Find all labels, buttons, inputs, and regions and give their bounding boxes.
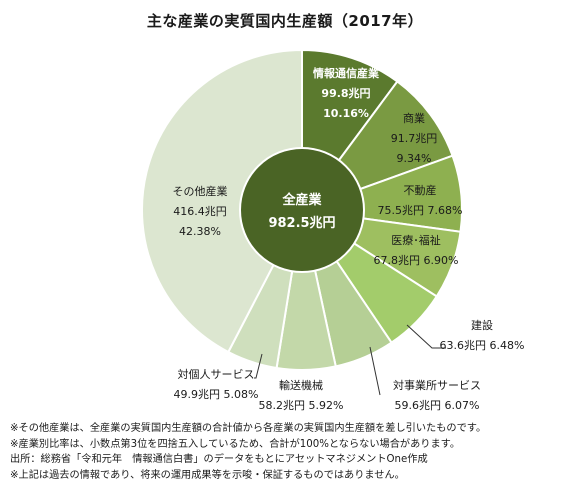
slice-4-name: 医療･福祉	[391, 233, 441, 247]
slice-5-name: 建設	[471, 318, 493, 332]
slice-7-value-percent: 58.2兆円 5.92%	[259, 399, 344, 412]
slice-1-value: 99.8兆円	[321, 86, 370, 100]
slice-2-value: 91.7兆円	[391, 132, 438, 145]
footnote-rounding: ※産業別比率は、小数点第3位を四捨五入しているため、合計が100%とならない場合…	[10, 438, 461, 450]
slice-2-name: 商業	[403, 111, 425, 125]
slice-9-name: その他産業	[173, 185, 228, 198]
leader-line-5	[406, 324, 446, 349]
footnotes: ※その他産業は、全産業の実質国内生産額の合計値から各産業の実質国内生産額を差し引…	[10, 421, 565, 483]
slice-1-name: 情報通信産業	[313, 66, 380, 80]
donut-chart: 全産業 982.5兆円 情報通信産業 99.8兆円 10.16% 商業 91.7兆円 9.34…	[141, 48, 525, 412]
leader-line-6	[369, 346, 381, 396]
slice-9	[141, 48, 303, 354]
slice-4-value-percent: 67.8兆円 6.90%	[374, 254, 459, 267]
slice-6-name: 対事業所サービス	[393, 378, 481, 392]
center-label: 全産業	[281, 192, 322, 208]
slice-2-percent: 9.34%	[397, 152, 432, 165]
slice-9-value: 416.4兆円	[173, 205, 227, 218]
footnote-other-industries: ※その他産業は、全産業の実質国内生産額の合計値から各産業の実質国内生産額を差し引…	[10, 423, 487, 434]
leader-line-8	[254, 353, 263, 379]
slice-3-name: 不動産	[404, 183, 437, 197]
slice-9-percent: 42.38%	[179, 225, 221, 238]
slice-7-name: 輸送機械	[279, 378, 323, 392]
slice-6-value-percent: 59.6兆円 6.07%	[395, 399, 480, 412]
footnote-disclaimer: ※上記は過去の情報であり、将来の運用成果等を示唆・保証するものではありません。	[10, 469, 405, 481]
chart-title: 主な産業の実質国内生産額（2017年）	[146, 12, 424, 30]
slice-1-percent: 10.16%	[323, 107, 369, 120]
slice-3-value-percent: 75.5兆円 7.68%	[378, 204, 463, 217]
slice-5-value-percent: 63.6兆円 6.48%	[440, 339, 525, 352]
center-disc	[239, 147, 365, 273]
footnote-source: 出所：総務省「令和元年 情報通信白書」のデータをもとにアセットマネジメントOne…	[10, 454, 428, 465]
slice-8-name: 対個人サービス	[178, 367, 255, 381]
center-value: 982.5兆円	[268, 215, 335, 231]
slice-8-value-percent: 49.9兆円 5.08%	[174, 388, 259, 401]
